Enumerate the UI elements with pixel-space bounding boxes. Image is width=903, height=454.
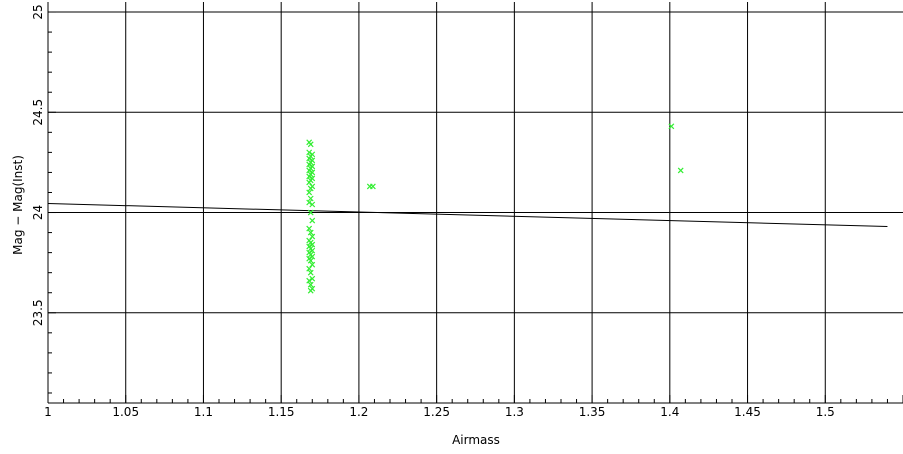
data-point <box>306 225 313 232</box>
plot-frame <box>47 2 903 404</box>
data-point <box>307 185 314 192</box>
data-point <box>307 195 314 202</box>
x-tick-label: 1.4 <box>660 405 679 419</box>
data-point <box>306 179 313 186</box>
x-tick-label: 1.45 <box>734 405 761 419</box>
y-tick-label: 23.5 <box>31 299 45 326</box>
data-point <box>677 167 684 174</box>
data-point <box>309 201 316 208</box>
data-point <box>306 277 313 284</box>
x-tick-label: 1.5 <box>816 405 835 419</box>
axis-ticks <box>47 11 903 403</box>
data-point <box>306 199 313 206</box>
data-point <box>309 261 316 268</box>
y-tick-label: 24.5 <box>31 99 45 126</box>
data-point <box>306 189 313 196</box>
x-axis-title: Airmass <box>452 433 500 447</box>
data-point <box>309 253 316 260</box>
x-tick-label: 1 <box>44 405 52 419</box>
data-point <box>369 183 376 190</box>
data-point <box>309 247 316 254</box>
data-point <box>307 281 314 288</box>
y-tick-label: 24 <box>31 205 45 220</box>
data-point <box>309 233 316 240</box>
data-point <box>306 155 313 162</box>
fit-line <box>47 203 888 228</box>
data-point <box>307 287 314 294</box>
grid-lines <box>48 2 903 403</box>
tick-labels: 1 1.05 1.1 1.15 1.2 1.25 1.3 1.35 1.4 1.45 1.5 23.5… <box>31 4 835 419</box>
data-point <box>307 209 314 216</box>
x-tick-label: 1.1 <box>194 405 213 419</box>
data-point <box>306 173 313 180</box>
x-tick-label: 1.25 <box>423 405 450 419</box>
data-point <box>309 241 316 248</box>
x-tick-label: 1.2 <box>349 405 368 419</box>
x-tick-label: 1.35 <box>579 405 606 419</box>
x-tick-label: 1.3 <box>505 405 524 419</box>
y-tick-label: 25 <box>31 4 45 19</box>
data-point <box>307 141 314 148</box>
data-point <box>306 265 313 272</box>
fit-line-group <box>47 203 888 228</box>
data-points <box>306 123 684 294</box>
data-point <box>307 269 314 276</box>
data-point <box>309 275 316 282</box>
data-point <box>307 257 314 264</box>
data-point <box>306 167 313 174</box>
y-axis-title: Mag − Mag(Inst) <box>11 155 25 255</box>
x-tick-label: 1.05 <box>112 405 139 419</box>
data-point <box>306 161 313 168</box>
data-point <box>306 149 313 156</box>
data-point <box>307 229 314 236</box>
data-point <box>668 123 675 130</box>
data-point <box>309 217 316 224</box>
x-tick-label: 1.15 <box>268 405 295 419</box>
